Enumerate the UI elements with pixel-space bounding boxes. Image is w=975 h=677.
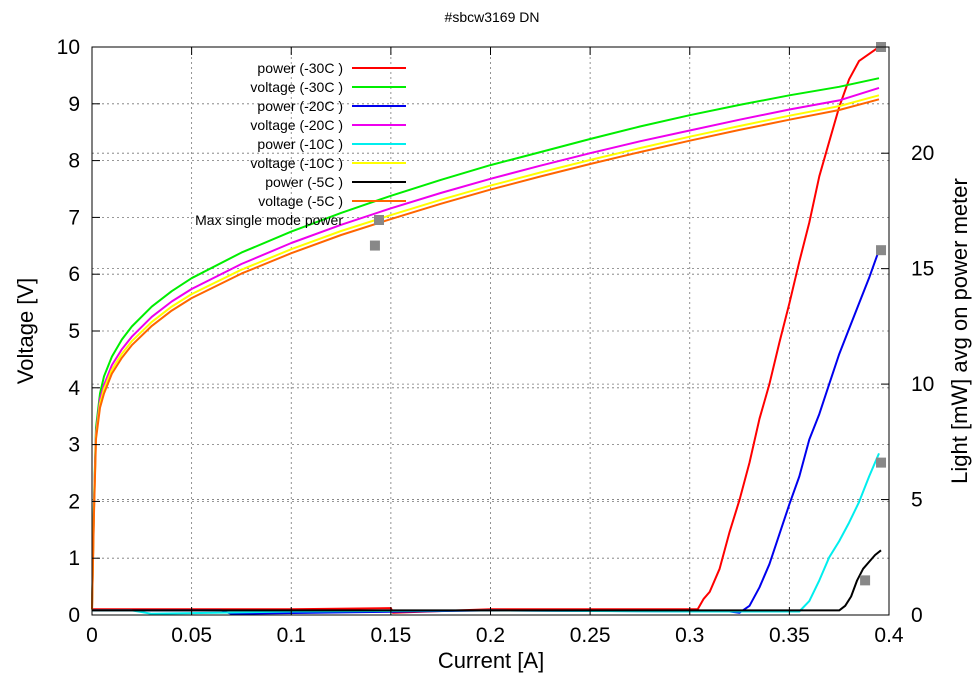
y-axis-label: Voltage [V] xyxy=(13,278,38,384)
y2-tick-label: 15 xyxy=(911,258,934,281)
x-axis-tick-labels: 0 0.05 0.1 0.15 0.2 0.25 0.3 0.35 0.4 xyxy=(86,624,904,647)
x-tick-label: 0.1 xyxy=(277,624,306,647)
legend-label: power (-30C ) xyxy=(257,60,343,76)
chart-title: #sbcw3169 DN xyxy=(445,9,540,25)
y-tick-label: 7 xyxy=(68,206,80,229)
legend-label: power (-10C ) xyxy=(257,136,343,152)
legend-label: Max single mode power xyxy=(195,212,343,228)
x-axis-label: Current [A] xyxy=(438,648,544,673)
y2-tick-label: 0 xyxy=(911,604,923,627)
series-line-3 xyxy=(91,86,880,610)
series-line-1 xyxy=(91,77,880,610)
x-tick-label: 0.05 xyxy=(171,624,212,647)
marker-point xyxy=(860,575,871,586)
y2-tick-label: 20 xyxy=(911,142,934,165)
y-tick-label: 5 xyxy=(68,320,80,343)
series-line-4 xyxy=(92,453,880,615)
legend-label: voltage (-10C ) xyxy=(250,155,343,171)
y-tick-label: 10 xyxy=(57,36,80,59)
y2-tick-label: 10 xyxy=(911,373,934,396)
series-line-5 xyxy=(91,94,880,610)
y-tick-label: 0 xyxy=(68,604,80,627)
series-line-6 xyxy=(92,549,882,612)
legend-label: power (-5C ) xyxy=(265,174,343,190)
marker-point xyxy=(876,245,887,256)
y-tick-label: 3 xyxy=(68,434,80,457)
y-tick-label: 6 xyxy=(68,263,80,286)
marker-point xyxy=(369,240,380,251)
x-tick-label: 0 xyxy=(86,624,98,647)
marker-point xyxy=(876,457,887,468)
series-line-7 xyxy=(91,98,880,610)
legend-marker xyxy=(374,215,384,225)
y2-axis-tick-labels: 0 5 10 15 20 xyxy=(911,142,934,627)
legend: power (-30C ) voltage (-30C ) power (-20C … xyxy=(195,60,406,228)
y-tick-label: 9 xyxy=(68,93,80,116)
y-axis-tick-labels: 0 1 2 3 4 5 6 7 8 9 10 xyxy=(57,36,81,627)
y-tick-label: 1 xyxy=(68,547,80,570)
y-tick-label: 2 xyxy=(68,490,80,513)
y-tick-label: 8 xyxy=(68,150,80,173)
x-tick-label: 0.3 xyxy=(675,624,704,647)
legend-label: voltage (-30C ) xyxy=(250,79,343,95)
x-tick-label: 0.35 xyxy=(769,624,810,647)
legend-label: voltage (-5C ) xyxy=(258,193,343,209)
x-tick-label: 0.15 xyxy=(370,624,411,647)
x-tick-label: 0.4 xyxy=(874,624,904,647)
y2-tick-label: 5 xyxy=(911,489,923,512)
legend-label: voltage (-20C ) xyxy=(250,117,343,133)
axis-ticks xyxy=(91,46,890,616)
legend-label: power (-20C ) xyxy=(257,98,343,114)
y-tick-label: 4 xyxy=(68,377,80,400)
y2-axis-label: Light [mW] avg on power meter xyxy=(947,178,972,484)
x-tick-label: 0.25 xyxy=(570,624,611,647)
x-tick-label: 0.2 xyxy=(476,624,505,647)
